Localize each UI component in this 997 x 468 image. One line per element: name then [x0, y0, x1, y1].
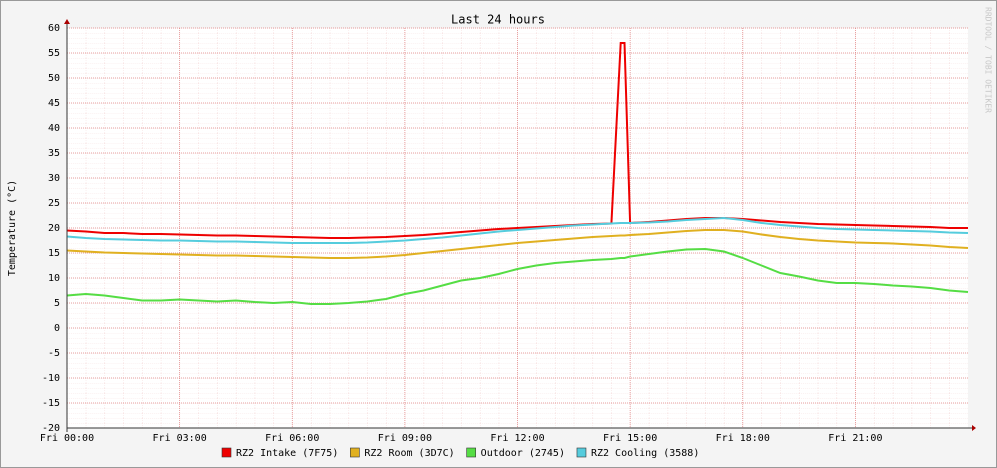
x-tick-label: Fri 21:00	[828, 433, 882, 444]
legend-swatch	[350, 447, 360, 458]
y-tick-label: -5	[48, 348, 60, 359]
y-tick-label: 55	[48, 48, 60, 59]
series-line	[66, 216, 969, 244]
legend-label: RZ2 Intake (7F75)	[236, 448, 338, 459]
series-line	[66, 42, 968, 239]
x-tick-label: Fri 00:00	[40, 433, 94, 444]
y-tick-label: -10	[42, 373, 60, 384]
watermark: RRDTOOL / TOBI OETIKER	[984, 7, 993, 113]
y-tick-label: 60	[48, 23, 60, 34]
legend-swatch	[221, 447, 232, 458]
y-tick-label: 45	[48, 98, 60, 109]
x-tick-label: Fri 15:00	[603, 433, 657, 444]
chart-title: Last 24 hours	[451, 13, 545, 27]
series-line	[66, 247, 969, 305]
x-tick-label: Fri 12:00	[490, 433, 544, 444]
x-tick-label: Fri 09:00	[378, 433, 432, 444]
x-tick-label: Fri 03:00	[153, 433, 207, 444]
y-tick-label: 50	[48, 73, 60, 84]
y-axis-label: Temperature (°C)	[7, 180, 18, 276]
legend-label: RZ2 Cooling (3588)	[591, 448, 699, 459]
legend-label: RZ2 Room (3D7C)	[364, 448, 454, 459]
y-tick-label: 40	[48, 123, 60, 134]
y-tick-label: -20	[42, 423, 60, 434]
y-tick-label: 30	[48, 173, 60, 184]
x-tick-label: Fri 06:00	[265, 433, 319, 444]
legend-swatch	[466, 447, 476, 458]
y-tick-label: 5	[54, 298, 60, 309]
legend-label: Outdoor (2745)	[481, 448, 565, 459]
y-tick-label: 35	[48, 148, 60, 159]
y-tick-label: 20	[48, 223, 60, 234]
series-line	[66, 229, 969, 259]
y-tick-label: 0	[54, 323, 60, 334]
legend-swatch	[576, 447, 587, 458]
y-tick-label: 15	[48, 248, 60, 259]
y-tick-label: 10	[48, 273, 60, 284]
y-tick-label: -15	[42, 398, 60, 409]
x-tick-label: Fri 18:00	[716, 433, 770, 444]
y-tick-label: 25	[48, 198, 60, 209]
